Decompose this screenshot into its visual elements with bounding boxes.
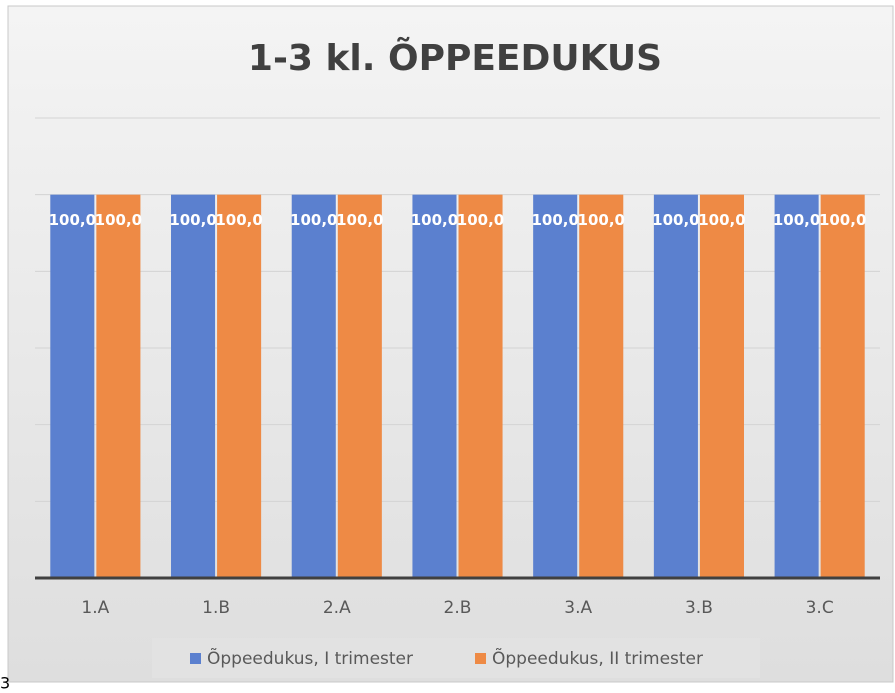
bar [533,194,578,578]
bar [337,194,382,578]
data-label: 100,0 [773,211,820,229]
bar [171,194,216,578]
data-label: 100,0 [169,211,216,229]
bar [291,194,336,578]
bar [50,194,95,578]
annotation: 3 [0,674,10,693]
x-tick-label: 1.A [81,598,109,618]
data-label: 100,0 [49,211,96,229]
x-tick-label: 2.A [323,598,351,618]
data-label: 100,0 [457,211,504,229]
bar [217,194,262,578]
legend-swatch [475,653,486,664]
bar [820,194,865,578]
x-tick-label: 3.B [685,598,713,618]
legend-swatch [190,653,201,664]
data-label: 100,0 [578,211,625,229]
bar [653,194,698,578]
data-label: 100,0 [652,211,699,229]
bar [96,194,141,578]
chart-title: 1-3 kl. ÕPPEEDUKUS [248,37,662,79]
data-label: 100,0 [819,211,866,229]
legend-box [152,638,760,678]
bar [699,194,744,578]
x-tick-label: 3.C [806,598,834,618]
bar [458,194,503,578]
bar [412,194,457,578]
legend-label: Õppeedukus, I trimester [207,647,413,669]
data-label: 100,0 [698,211,745,229]
x-tick-label: 3.A [564,598,592,618]
x-tick-label: 2.B [444,598,472,618]
legend-label: Õppeedukus, II trimester [492,647,703,669]
bar [579,194,624,578]
data-label: 100,0 [411,211,458,229]
data-label: 100,0 [290,211,337,229]
data-label: 100,0 [95,211,142,229]
bar [774,194,819,578]
x-tick-label: 1.B [202,598,230,618]
data-label: 100,0 [215,211,262,229]
data-label: 100,0 [531,211,578,229]
data-label: 100,0 [336,211,383,229]
